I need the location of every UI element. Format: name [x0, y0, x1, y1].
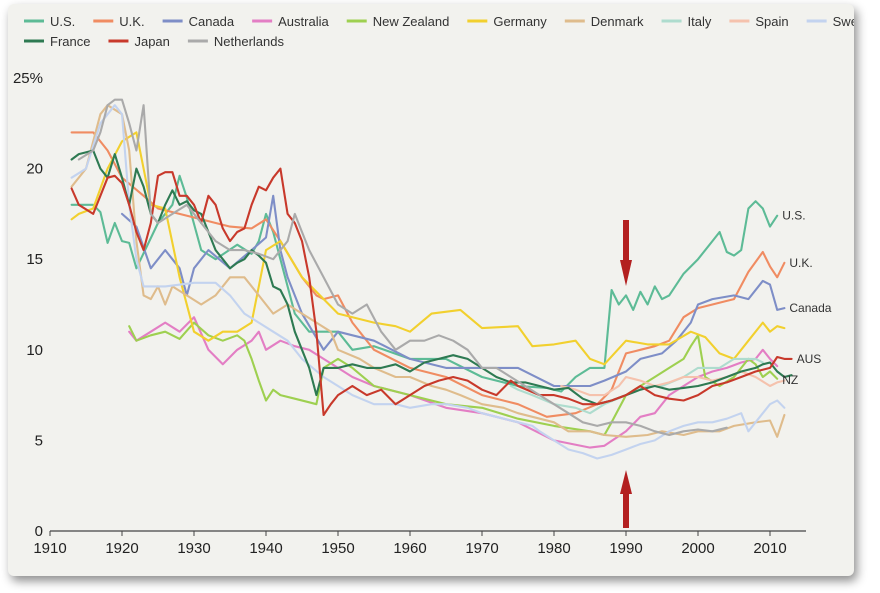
legend-label-italy: Italy — [688, 14, 712, 29]
x-tick-label: 2010 — [753, 540, 786, 557]
legend-label-japan: Japan — [134, 34, 169, 49]
x-tick-label: 1960 — [393, 540, 426, 557]
legend-label-netherlands: Netherlands — [214, 34, 285, 49]
series-end-label-new-zealand: NZ — [782, 373, 798, 387]
annotation-arrow-up-head — [620, 470, 632, 494]
legend-label-france: France — [50, 34, 90, 49]
legend-label-denmark: Denmark — [591, 14, 644, 29]
series-line-u-k — [70, 131, 786, 418]
chart-card: 1910 1920 1930 1940 1950 1960 1970 1980 1990 2000… — [8, 4, 854, 576]
series-line-netherlands — [77, 98, 728, 437]
series-line-u-s — [70, 174, 779, 393]
series-line-germany — [70, 131, 786, 366]
series-end-label-u-s: U.S. — [782, 209, 805, 223]
x-tick-label: 1930 — [177, 540, 210, 557]
legend-label-sweden: Sweden — [833, 14, 854, 29]
x-tick-label: 1990 — [609, 540, 642, 557]
annotation-arrow-down-shaft — [623, 220, 629, 262]
y-tick-label: 20 — [26, 161, 43, 178]
x-tick-label: 1950 — [321, 540, 354, 557]
y-tick-label: 10 — [26, 342, 43, 359]
legend-label-new-zealand: New Zealand — [373, 14, 450, 29]
y-tick-label: 25% — [13, 70, 43, 87]
series-line-sweden — [70, 104, 786, 460]
y-tick-label: 15 — [26, 251, 43, 268]
y-tick-label: 5 — [35, 432, 43, 449]
y-tick-label: 0 — [35, 523, 43, 540]
legend-label-spain: Spain — [755, 14, 788, 29]
legend-label-u-k: U.K. — [119, 14, 144, 29]
x-tick-label: 1980 — [537, 540, 570, 557]
x-tick-label: 1910 — [33, 540, 66, 557]
series-end-label-japan: AUS — [797, 352, 822, 366]
legend-label-canada: Canada — [189, 14, 235, 29]
legend-label-australia: Australia — [278, 14, 329, 29]
x-tick-label: 1920 — [105, 540, 138, 557]
x-tick-label: 2000 — [681, 540, 714, 557]
series-line-japan — [70, 167, 793, 417]
line-chart: 1910 1920 1930 1940 1950 1960 1970 1980 1990 2000… — [13, 14, 854, 557]
legend-label-u-s: U.S. — [50, 14, 75, 29]
series-end-label-u-k: U.K. — [789, 256, 812, 270]
legend-label-germany: Germany — [493, 14, 547, 29]
x-tick-label: 1940 — [249, 540, 282, 557]
series-line-france — [70, 149, 793, 406]
annotation-arrow-up-shaft — [623, 492, 629, 528]
series-end-label-canada: Canada — [789, 301, 831, 315]
series-line-italy — [509, 357, 764, 415]
annotation-arrow-down-head — [620, 260, 632, 286]
series-line-canada — [120, 194, 786, 388]
series-line-spain — [560, 370, 786, 397]
x-tick-label: 1970 — [465, 540, 498, 557]
